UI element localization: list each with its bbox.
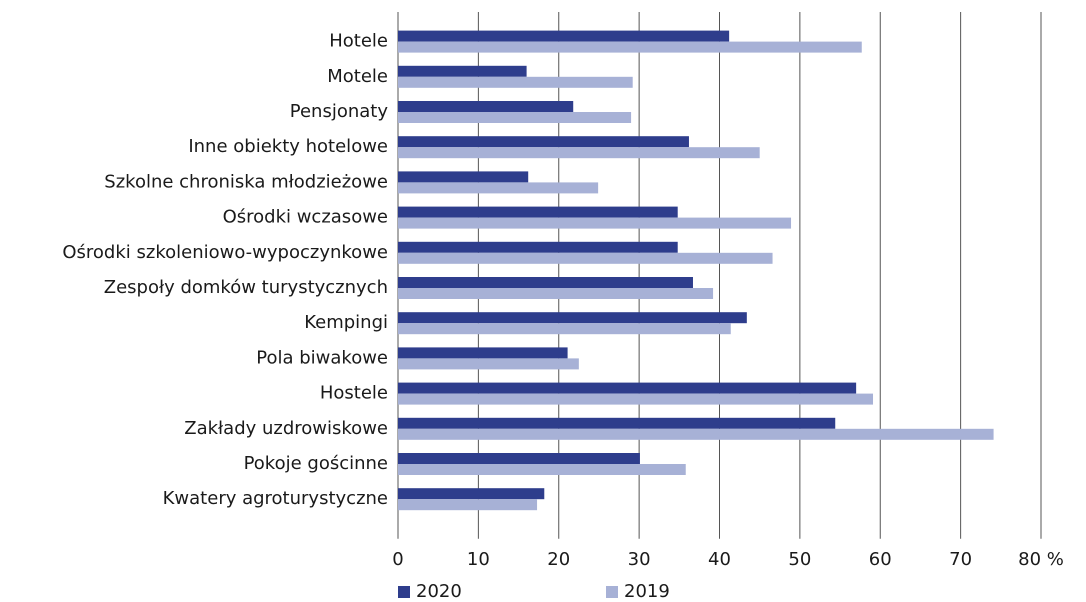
y-tick-label: Kempingi — [304, 312, 388, 333]
x-tick-label: 70 — [949, 549, 972, 570]
y-tick-label: Hostele — [320, 383, 388, 404]
bar — [398, 171, 529, 183]
bar — [398, 312, 747, 324]
bar — [398, 147, 760, 159]
legend-swatch — [398, 586, 410, 598]
bar — [398, 453, 640, 464]
bar — [398, 428, 994, 440]
bar — [398, 323, 731, 335]
x-tick-label: 60 — [869, 549, 892, 570]
bar — [398, 217, 792, 229]
bar — [398, 112, 632, 123]
bar — [398, 464, 686, 475]
legend-swatch — [606, 586, 618, 598]
bar — [398, 393, 874, 405]
x-tick-label: 50 — [788, 549, 811, 570]
y-tick-label: Motele — [327, 66, 388, 87]
bar — [398, 277, 693, 288]
bar — [398, 101, 574, 112]
y-tick-label: Zespoły domków turystycznych — [104, 277, 388, 298]
x-tick-label: 30 — [628, 549, 651, 570]
bar — [398, 252, 773, 264]
bar — [398, 382, 857, 394]
y-tick-label: Hotele — [329, 31, 388, 52]
bar — [398, 136, 689, 148]
bar — [398, 488, 545, 500]
y-tick-label: Szkolne chroniska młodzieżowe — [104, 171, 388, 192]
x-tick-label: 80 % — [1018, 549, 1064, 570]
bar — [398, 65, 527, 77]
bar — [398, 30, 730, 42]
bar — [398, 288, 714, 299]
legend-label: 2019 — [624, 581, 670, 602]
bar — [398, 206, 678, 218]
x-tick-label: 40 — [708, 549, 731, 570]
bar — [398, 347, 568, 359]
legend-label: 2020 — [416, 581, 462, 602]
x-tick-label: 0 — [392, 549, 403, 570]
y-tick-label: Pola biwakowe — [256, 347, 388, 368]
bar — [398, 182, 599, 194]
x-tick-label: 20 — [547, 549, 570, 570]
y-tick-label: Inne obiekty hotelowe — [188, 136, 388, 157]
bar — [398, 241, 678, 253]
y-tick-label: Zakłady uzdrowiskowe — [184, 418, 388, 439]
y-tick-label: Kwatery agroturystyczne — [163, 488, 388, 509]
x-tick-label: 10 — [467, 549, 490, 570]
y-tick-label: Ośrodki wczasowe — [223, 207, 388, 228]
y-tick-label: Ośrodki szkoleniowo-wypoczynkowe — [62, 242, 388, 263]
bar — [398, 499, 538, 511]
bar — [398, 417, 836, 429]
y-tick-label: Pokoje gościnne — [244, 453, 388, 474]
bar — [398, 76, 633, 88]
bar — [398, 358, 579, 370]
y-tick-label: Pensjonaty — [290, 101, 389, 122]
bar — [398, 41, 862, 53]
